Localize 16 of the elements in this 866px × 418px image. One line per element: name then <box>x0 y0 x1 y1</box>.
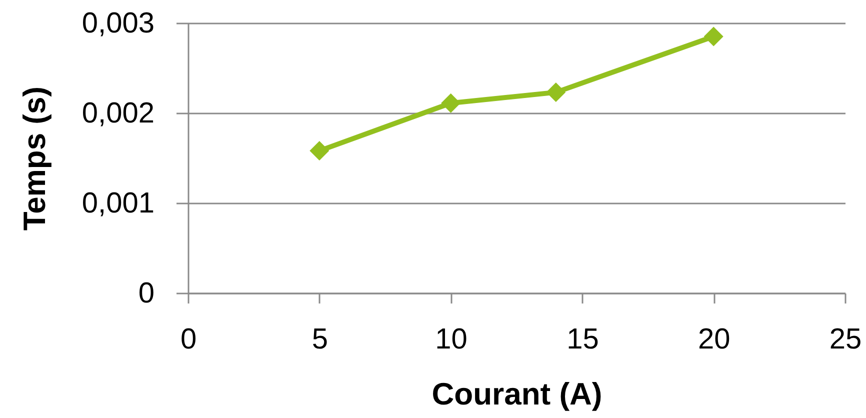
point <box>704 26 724 46</box>
x-tick-label: 25 <box>829 324 862 356</box>
x-tick-label: 0 <box>180 324 197 356</box>
point <box>310 141 330 161</box>
x-tick-label: 15 <box>566 324 599 356</box>
x-tick-label: 5 <box>312 324 328 356</box>
y-tick-label: 0,002 <box>82 98 154 130</box>
x-tick-label: 20 <box>698 324 730 356</box>
point <box>546 82 566 102</box>
x-axis-title: Courant (A) <box>432 376 602 412</box>
y-tick-label: 0,003 <box>82 8 154 40</box>
x-tick-label: 10 <box>435 324 468 356</box>
y-axis-title: Temps (s) <box>16 86 52 231</box>
point <box>441 93 461 113</box>
y-tick-label: 0,001 <box>82 188 154 220</box>
y-tick-label: 0 <box>138 278 154 310</box>
